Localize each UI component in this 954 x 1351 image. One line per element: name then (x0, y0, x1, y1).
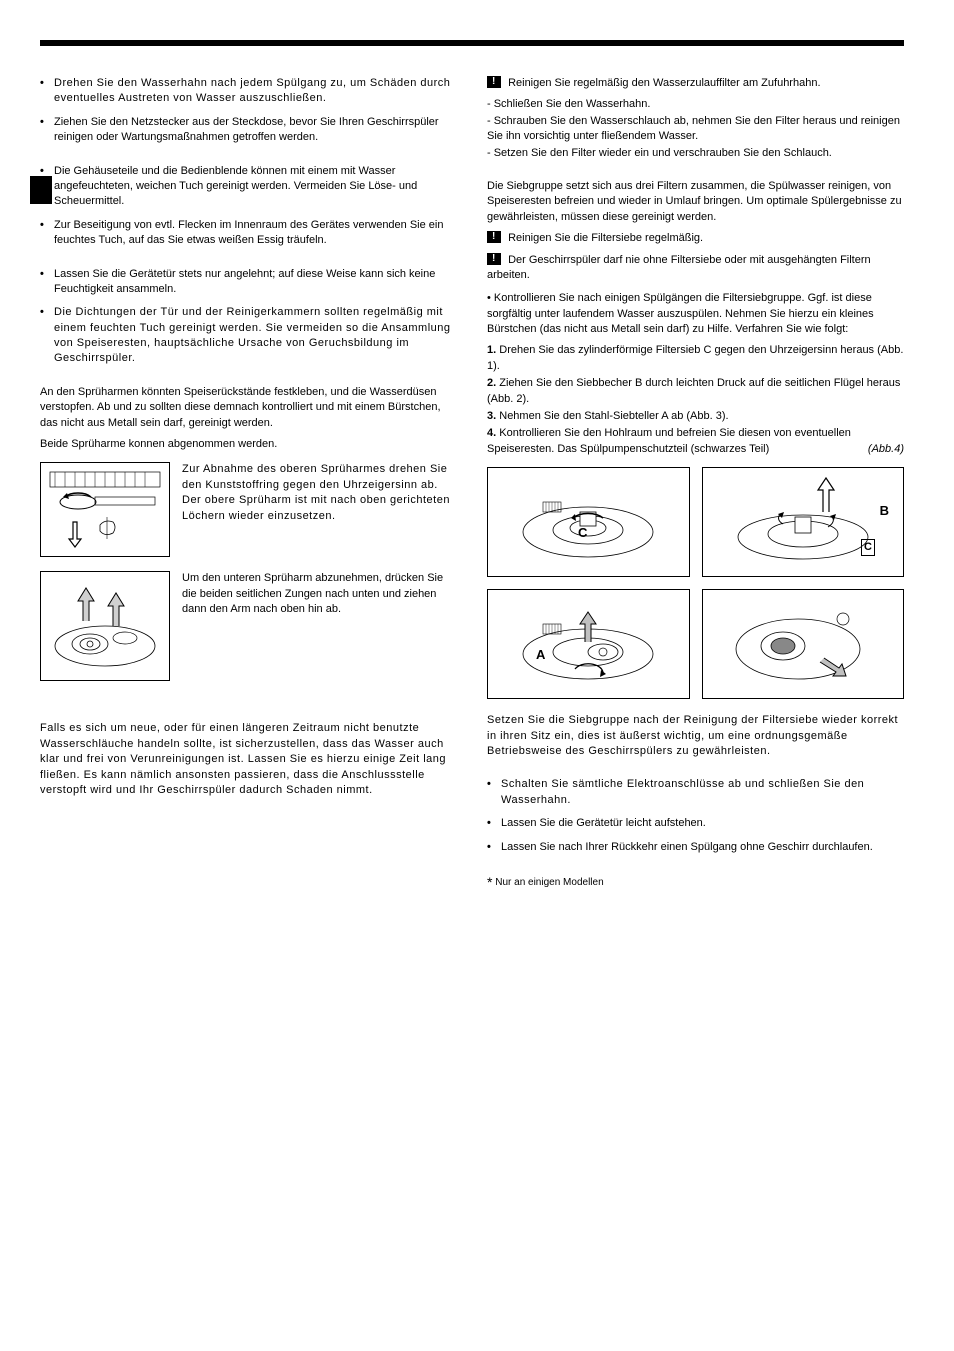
warning-1-text: Reinigen Sie regelmäßig den Wasserzulauf… (508, 77, 820, 89)
filter-fig-1: C (487, 467, 690, 577)
lower-spray-diagram (40, 571, 170, 681)
list-item: Schalten Sie sämtliche Elektroanschlüsse… (487, 777, 904, 808)
footnote-text: Nur an einigen Modellen (495, 877, 603, 888)
label-c: C (578, 524, 587, 542)
warn1-step: - Schrauben Sie den Wasserschlauch ab, n… (487, 114, 904, 145)
right-column: Reinigen Sie regelmäßig den Wasserzulauf… (487, 76, 904, 899)
step-3: 3. Nehmen Sie den Stahl-Siebteller A ab … (487, 409, 904, 424)
warning-2-text: Reinigen Sie die Filtersiebe regelmäßig. (508, 232, 703, 244)
step-1-text: Drehen Sie das zylinderförmige Filtersie… (487, 344, 903, 371)
warning-3-text: Der Geschirrspüler darf nie ohne Filters… (487, 254, 871, 281)
upper-spray-text: Zur Abnahme des oberen Sprüharmes drehen… (182, 462, 457, 524)
step-1: 1. Drehen Sie das zylinderförmige Filter… (487, 343, 904, 374)
warning-1: Reinigen Sie regelmäßig den Wasserzulauf… (487, 76, 904, 91)
list-item: Lassen Sie die Gerätetür leicht aufstehe… (487, 816, 904, 831)
label-b: B (880, 502, 889, 520)
label-c2: C (861, 539, 875, 556)
upper-spray-diagram (40, 462, 170, 557)
fig-ref: (Abb.4) (868, 442, 904, 457)
sec3-list: Lassen Sie die Gerätetür stets nur angel… (40, 267, 457, 367)
vacation-list: Schalten Sie sämtliche Elektroanschlüsse… (487, 777, 904, 855)
step-3-text: Nehmen Sie den Stahl-Siebteller A ab (Ab… (499, 410, 728, 422)
sec2-list: Die Gehäuseteile und die Bedienblende kö… (40, 164, 457, 249)
step-2-text: Ziehen Sie den Siebbecher B durch leicht… (487, 377, 900, 404)
list-item: Zur Beseitigung von evtl. Flecken im Inn… (40, 218, 457, 249)
warning-3: Der Geschirrspüler darf nie ohne Filters… (487, 253, 904, 284)
list-item: Lassen Sie nach Ihrer Rückkehr einen Spü… (487, 840, 904, 855)
filter-fig-3: A (487, 589, 690, 699)
warning-2: Reinigen Sie die Filtersiebe regelmäßig. (487, 231, 904, 246)
warn1-step: - Setzen Sie den Filter wieder ein und v… (487, 146, 904, 161)
warn1-step: - Schließen Sie den Wasserhahn. (487, 97, 904, 112)
step-4: 4. Kontrollieren Sie den Hohlraum und be… (487, 426, 904, 457)
lower-spray-text: Um den unteren Sprüharm abzunehmen, drüc… (182, 571, 457, 617)
warning-icon (487, 231, 501, 243)
lower-spray-arm-block: Um den unteren Sprüharm abzunehmen, drüc… (40, 571, 457, 681)
header-divider (40, 40, 904, 46)
label-a: A (536, 646, 545, 664)
filter-fig-2: B C (702, 467, 905, 577)
list-item: Die Dichtungen der Tür und der Reinigerk… (40, 305, 457, 367)
spray-arm-intro: An den Sprüharmen könnten Speiserückstän… (40, 385, 457, 431)
list-item: Lassen Sie die Gerätetür stets nur angel… (40, 267, 457, 298)
left-column: Drehen Sie den Wasserhahn nach jedem Spü… (40, 76, 457, 899)
list-item: Drehen Sie den Wasserhahn nach jedem Spü… (40, 76, 457, 107)
filter-intro: Die Siebgruppe setzt sich aus drei Filte… (487, 179, 904, 225)
sec1-list: Drehen Sie den Wasserhahn nach jedem Spü… (40, 76, 457, 146)
step-2: 2. Ziehen Sie den Siebbecher B durch lei… (487, 376, 904, 407)
upper-spray-arm-block: Zur Abnahme des oberen Sprüharmes drehen… (40, 462, 457, 557)
water-filter-text: Falls es sich um neue, oder für einen lä… (40, 721, 457, 798)
warning-icon (487, 253, 501, 265)
page-content: Drehen Sie den Wasserhahn nach jedem Spü… (40, 76, 904, 899)
footnote: * Nur an einigen Modellen (487, 873, 904, 893)
filter-check: • Kontrollieren Sie nach einigen Spülgän… (487, 291, 904, 337)
warning-icon (487, 76, 501, 88)
filter-fig-4 (702, 589, 905, 699)
filter-reassemble: Setzen Sie die Siebgruppe nach der Reini… (487, 713, 904, 759)
spray-arm-note: Beide Sprüharme konnen abgenommen werden… (40, 437, 457, 452)
filter-diagram-grid: C B C (487, 467, 904, 699)
list-item: Die Gehäuseteile und die Bedienblende kö… (40, 164, 457, 210)
step-4-text: Kontrollieren Sie den Hohlraum und befre… (487, 427, 851, 454)
list-item: Ziehen Sie den Netzstecker aus der Steck… (40, 115, 457, 146)
